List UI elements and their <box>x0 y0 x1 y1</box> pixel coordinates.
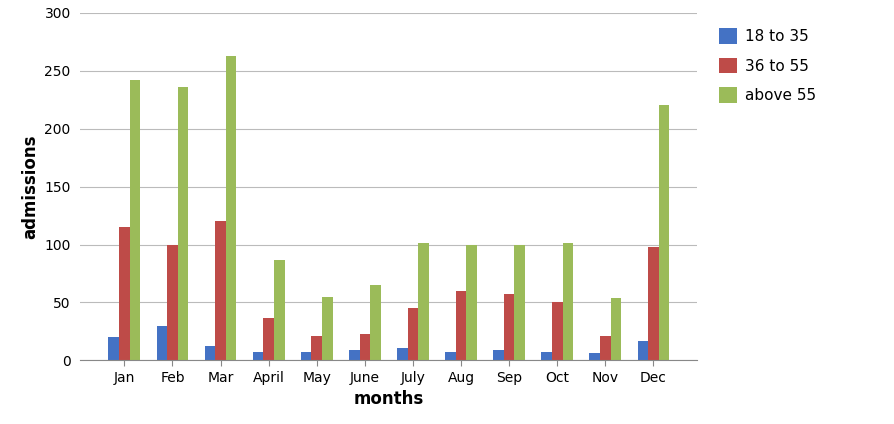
Bar <box>205 346 215 360</box>
Legend: 18 to 35, 36 to 55, above 55: 18 to 35, 36 to 55, above 55 <box>711 20 823 111</box>
Bar <box>167 245 178 360</box>
Bar <box>648 247 659 360</box>
Bar <box>467 245 477 360</box>
Bar <box>504 294 514 360</box>
Bar <box>397 348 408 360</box>
X-axis label: months: months <box>354 391 424 408</box>
Bar <box>600 336 611 360</box>
Bar <box>589 354 600 360</box>
Bar <box>349 350 359 360</box>
Bar <box>322 297 333 360</box>
Bar <box>456 291 467 360</box>
Bar <box>542 352 552 360</box>
Bar <box>130 80 140 360</box>
Bar <box>119 227 130 360</box>
Bar <box>156 326 167 360</box>
Bar <box>637 341 648 360</box>
Bar <box>301 352 311 360</box>
Bar <box>253 352 264 360</box>
Bar <box>359 334 370 360</box>
Bar <box>226 56 236 360</box>
Bar <box>493 350 504 360</box>
Bar <box>108 337 119 360</box>
Bar <box>408 308 418 360</box>
Bar <box>418 243 429 360</box>
Bar <box>562 243 573 360</box>
Bar <box>264 318 274 360</box>
Bar <box>311 336 322 360</box>
Bar <box>178 87 189 360</box>
Bar <box>215 221 226 360</box>
Bar <box>659 106 670 360</box>
Bar <box>445 352 456 360</box>
Bar <box>611 298 621 360</box>
Bar <box>514 245 525 360</box>
Bar <box>274 259 284 360</box>
Bar <box>370 285 381 360</box>
Bar <box>552 302 562 360</box>
Y-axis label: admissions: admissions <box>21 134 38 239</box>
